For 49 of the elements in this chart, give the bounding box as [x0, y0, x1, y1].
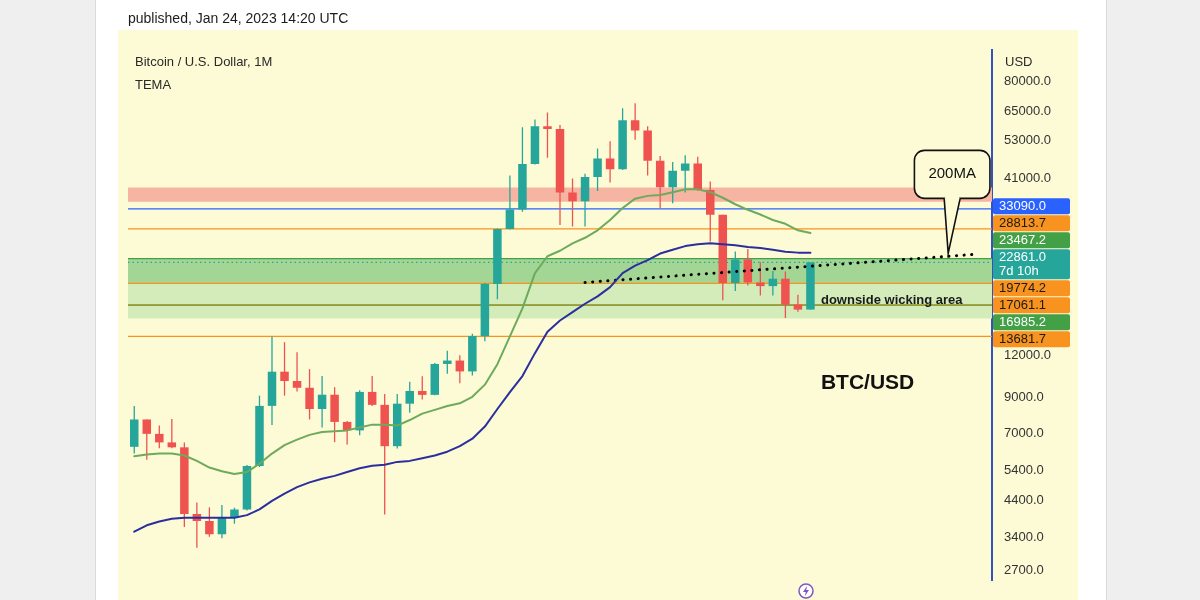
candlestick — [793, 294, 803, 313]
candlestick — [443, 350, 452, 375]
ref-line-label: 33090.0 — [999, 198, 1046, 214]
candlestick — [680, 154, 690, 194]
candlestick — [367, 375, 377, 407]
y-axis-title: USD — [1005, 54, 1033, 70]
candlestick — [305, 368, 314, 421]
candlestick — [142, 418, 152, 461]
candlestick — [317, 375, 327, 429]
text: published, Jan 24, 2023 14:20 UTC — [128, 9, 349, 27]
ref-line-label: 23467.2 — [999, 232, 1046, 248]
ref-line-label: 13681.7 — [999, 331, 1046, 347]
y-tick-label: 4400.0 — [1004, 491, 1044, 507]
ref-line-label: 28813.7 — [999, 215, 1046, 231]
y-tick-label: 9000.0 — [1004, 388, 1044, 404]
y-tick-label: 5400.0 — [1004, 462, 1044, 478]
candlestick — [568, 177, 577, 228]
text: TEMA — [135, 77, 172, 93]
candlestick — [593, 147, 602, 192]
candlestick — [756, 261, 765, 297]
y-tick-label: 2700.0 — [1004, 562, 1044, 578]
ref-line-label: 16985.2 — [999, 314, 1046, 330]
band-label: downside wicking area — [820, 292, 964, 308]
candlestick — [630, 102, 640, 141]
ref-line-label: 19774.2 — [999, 280, 1046, 296]
line-series — [583, 252, 975, 284]
ref-line-label: 17061.1 — [999, 297, 1046, 313]
candlestick — [167, 418, 177, 449]
y-tick-label: 7000.0 — [1004, 424, 1044, 440]
y-tick-label: 41000.0 — [1004, 169, 1051, 185]
candlestick — [505, 174, 515, 231]
candlestick — [418, 375, 427, 401]
y-tick-label: 80000.0 — [1004, 73, 1051, 89]
y-tick-label: 3400.0 — [1004, 529, 1044, 545]
candlestick — [155, 424, 164, 449]
candlestick — [292, 351, 302, 393]
y-tick-label: 12000.0 — [1004, 346, 1051, 362]
chart-title: Bitcoin / U.S. Dollar, 1M — [135, 54, 273, 70]
annotation: BTC/USD — [820, 370, 915, 394]
candlestick — [205, 506, 214, 538]
candlestick — [668, 161, 677, 204]
y-tick-label: 65000.0 — [1004, 103, 1051, 119]
y-tick-label: 53000.0 — [1004, 132, 1051, 148]
candlestick — [543, 111, 552, 159]
candlestick — [280, 341, 289, 397]
text: 200MA — [928, 164, 976, 182]
candlestick — [605, 140, 615, 184]
ref-line-label: 22861.0 7d 10h — [999, 249, 1046, 279]
candlestick — [405, 381, 414, 414]
